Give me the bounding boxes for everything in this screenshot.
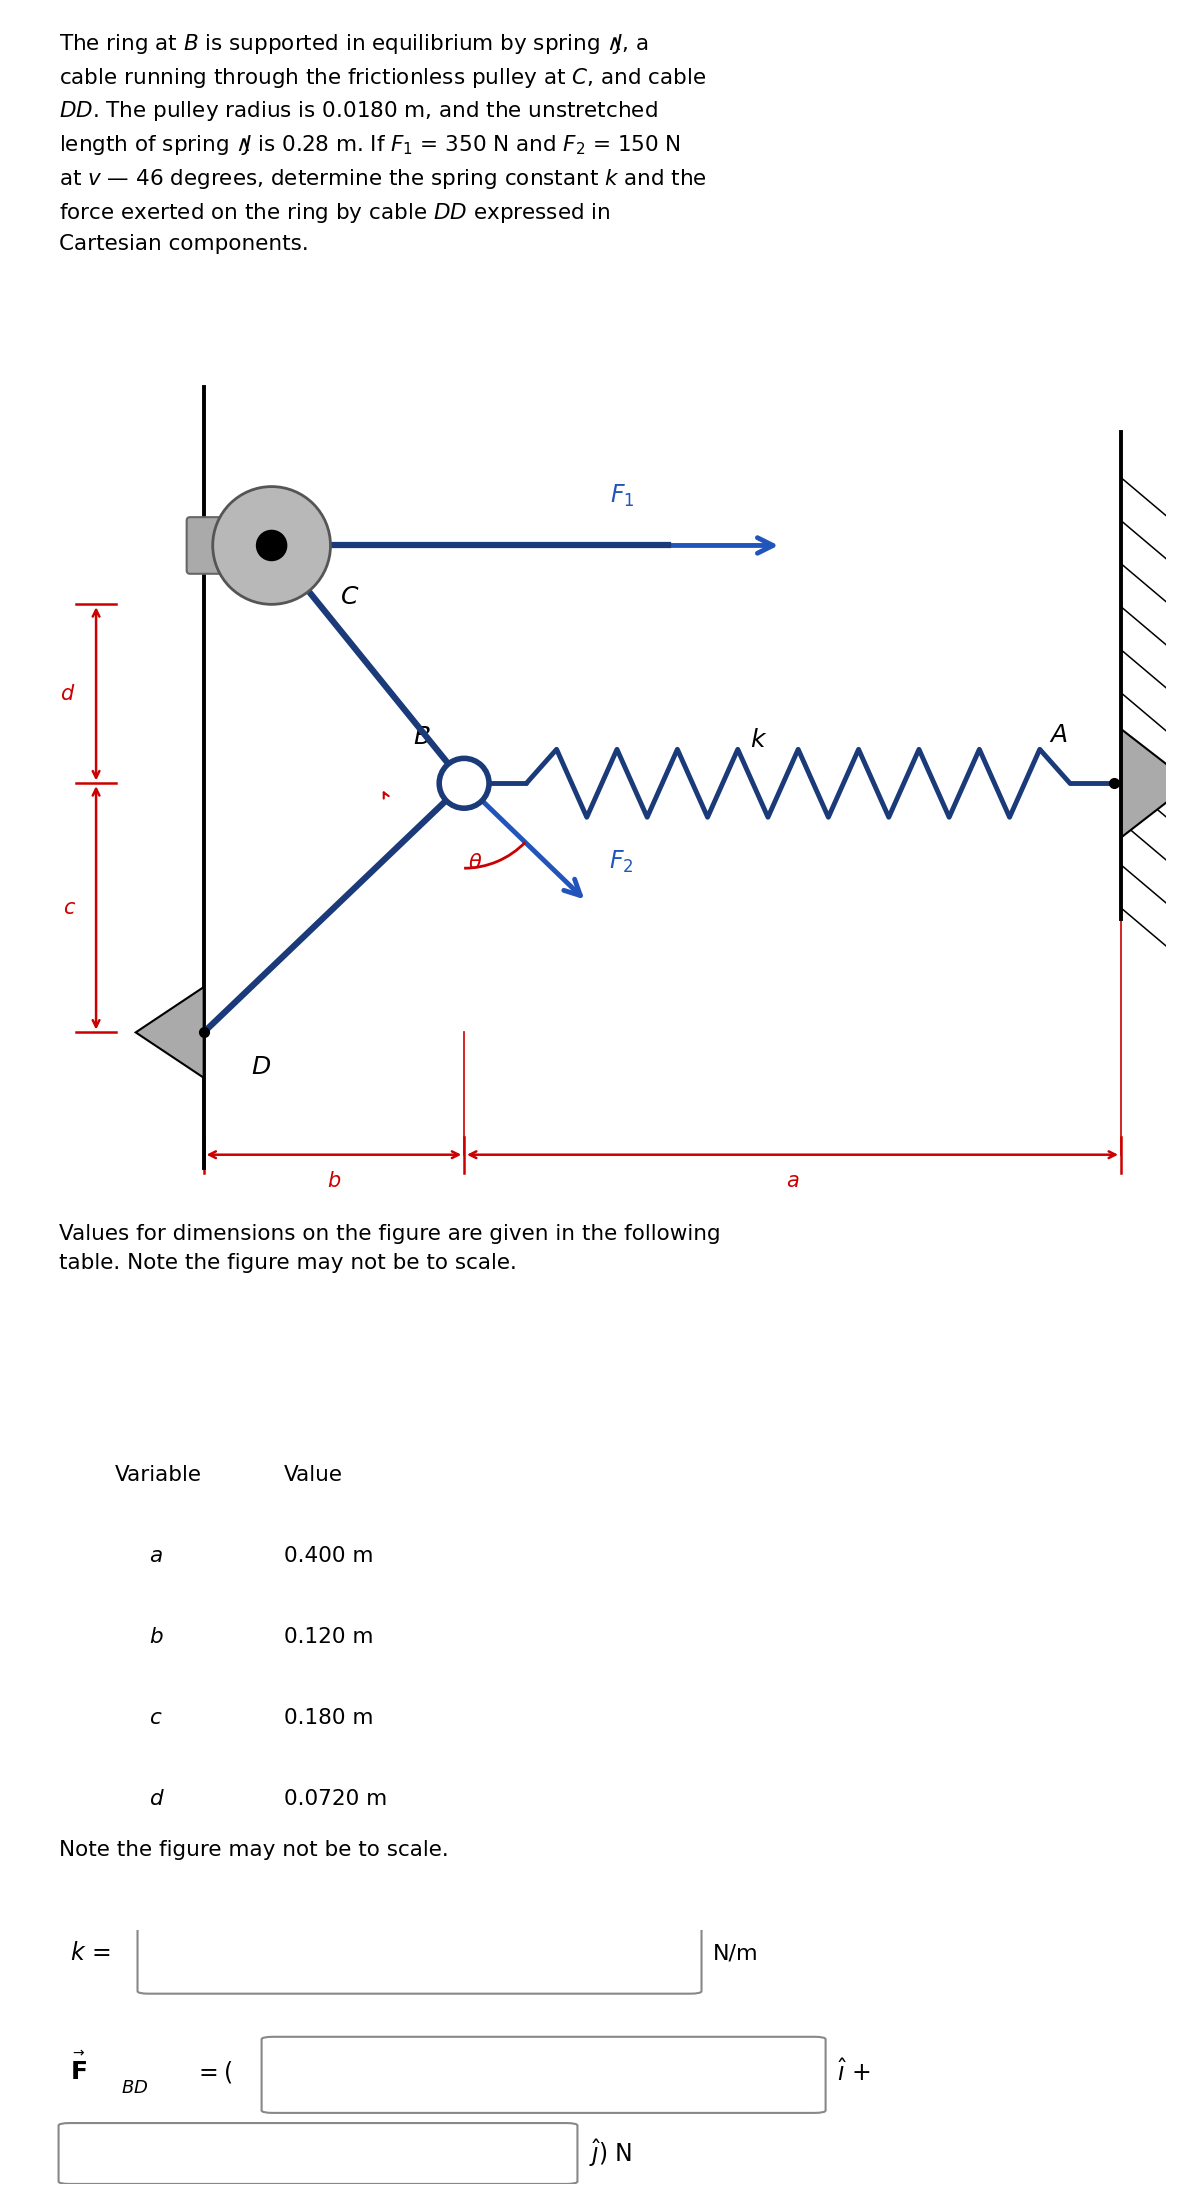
- Text: $F_2$: $F_2$: [608, 849, 634, 876]
- Text: Variable: Variable: [115, 1465, 202, 1485]
- Text: $k$ =: $k$ =: [70, 1941, 110, 1966]
- Text: $D$: $D$: [251, 1054, 271, 1079]
- Text: 0.120 m: 0.120 m: [284, 1628, 373, 1648]
- Text: $\rightarrow$: $\rightarrow$: [70, 2045, 85, 2058]
- Circle shape: [257, 532, 287, 560]
- Text: $c$: $c$: [149, 1707, 162, 1727]
- Text: $\theta$: $\theta$: [468, 854, 482, 874]
- Text: The ring at $B$ is supported in equilibrium by spring $\wedge\!\!J$, a
cable run: The ring at $B$ is supported in equilibr…: [59, 31, 707, 254]
- FancyBboxPatch shape: [262, 2036, 826, 2113]
- Text: $A$: $A$: [1049, 724, 1068, 748]
- Text: Note the figure may not be to scale.: Note the figure may not be to scale.: [59, 1840, 449, 1860]
- Text: $d$: $d$: [149, 1789, 164, 1809]
- Text: $b$: $b$: [326, 1171, 341, 1191]
- Text: $a$: $a$: [149, 1546, 162, 1566]
- Polygon shape: [136, 986, 204, 1079]
- Text: $B$: $B$: [413, 726, 430, 750]
- Text: $C$: $C$: [340, 585, 359, 609]
- FancyBboxPatch shape: [59, 2122, 577, 2184]
- Text: $c$: $c$: [62, 898, 76, 918]
- Text: $k$: $k$: [750, 728, 767, 752]
- FancyBboxPatch shape: [187, 516, 264, 574]
- Text: $\mathbf{F}$: $\mathbf{F}$: [70, 2060, 86, 2085]
- Text: N/m: N/m: [713, 1943, 758, 1963]
- Text: 0.400 m: 0.400 m: [284, 1546, 373, 1566]
- Circle shape: [212, 488, 330, 604]
- Circle shape: [439, 759, 490, 807]
- Text: 0.0720 m: 0.0720 m: [284, 1789, 388, 1809]
- Text: $a$: $a$: [786, 1171, 799, 1191]
- Text: $BD$: $BD$: [120, 2078, 148, 2096]
- Text: $F_1$: $F_1$: [611, 483, 635, 510]
- Text: Values for dimensions on the figure are given in the following
table. Note the f: Values for dimensions on the figure are …: [59, 1224, 720, 1273]
- Text: 0.180 m: 0.180 m: [284, 1707, 373, 1727]
- Text: $b$: $b$: [149, 1628, 163, 1648]
- Text: $d$: $d$: [60, 684, 76, 704]
- Text: Value: Value: [284, 1465, 343, 1485]
- Polygon shape: [1121, 728, 1192, 838]
- FancyBboxPatch shape: [138, 1917, 702, 1994]
- Text: $= ($: $= ($: [194, 2060, 233, 2085]
- Text: $\hat{\jmath}$) N: $\hat{\jmath}$) N: [589, 2138, 632, 2168]
- Text: $\hat{\imath}$ +: $\hat{\imath}$ +: [836, 2058, 870, 2085]
